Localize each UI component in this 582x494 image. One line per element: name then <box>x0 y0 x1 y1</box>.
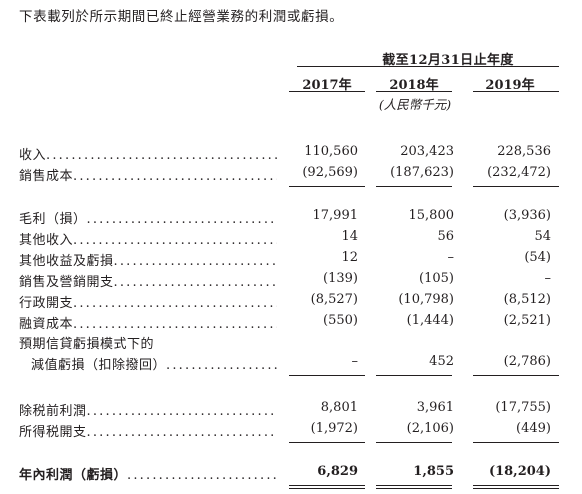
cell-value: 1,855 <box>413 464 454 479</box>
cell-value: (8,527) <box>310 292 358 307</box>
cell-value: (54) <box>524 250 551 265</box>
row-label-other-income: 其他收入....................................… <box>19 233 277 248</box>
unit-label: (人民幣千元) <box>378 97 452 112</box>
cell-value: (550) <box>323 313 358 328</box>
total-double-rule-2019 <box>473 488 559 489</box>
subtotal-rule-2018 <box>376 186 452 187</box>
row-label-ecl-heading: 預期信貸虧損模式下的 <box>19 337 155 352</box>
year-underline-2017 <box>289 91 365 92</box>
cell-value: (18,204) <box>488 464 551 479</box>
row-label-cost-of-sales: 銷售成本....................................… <box>19 169 277 184</box>
cell-value: (1,444) <box>406 313 454 328</box>
row-label-other-gains-losses: 其他收益及虧損.................................… <box>19 254 277 269</box>
period-underline <box>297 66 559 67</box>
row-label-selling-marketing: 銷售及營銷開支.................................… <box>19 275 277 290</box>
cell-value: (449) <box>516 421 551 436</box>
total-double-rule-2017 <box>289 488 365 489</box>
cell-value: 452 <box>429 354 454 369</box>
cell-value: 14 <box>341 229 358 244</box>
year-header-2018: 2018年 <box>389 78 439 93</box>
subtotal-rule-2017 <box>289 442 365 443</box>
cell-value: – <box>544 271 552 286</box>
year-header-2017: 2017年 <box>302 78 352 93</box>
cell-value: (187,623) <box>390 165 454 180</box>
cell-value: 54 <box>534 229 551 244</box>
row-label-admin-expenses: 行政開支....................................… <box>19 296 277 311</box>
subtotal-rule-2017 <box>289 375 365 376</box>
cell-value: 6,829 <box>317 464 358 479</box>
total-double-rule-2018 <box>376 488 452 489</box>
intro-text: 下表載列於所示期間已終止經營業務的利潤或虧損。 <box>19 9 344 25</box>
row-label-finance-costs: 融資成本....................................… <box>19 317 277 332</box>
subtotal-rule-2019 <box>473 442 559 443</box>
cell-value: 3,961 <box>416 400 454 415</box>
cell-value: 203,423 <box>400 144 454 159</box>
subtotal-rule-2019 <box>473 375 559 376</box>
cell-value: 110,560 <box>304 144 358 159</box>
cell-value: – <box>447 250 455 265</box>
subtotal-rule-2018 <box>376 375 452 376</box>
year-underline-2019 <box>473 91 559 92</box>
cell-value: (17,755) <box>495 400 551 415</box>
cell-value: 15,800 <box>408 208 455 223</box>
row-label-impairment-losses: 減值虧損（扣除撥回）..............................… <box>31 358 277 373</box>
subtotal-rule-2017 <box>289 186 365 187</box>
row-label-gross-profit: 毛利（損）...................................… <box>19 212 277 227</box>
row-label-income-tax: 所得税開支...................................… <box>19 425 277 440</box>
cell-value: 228,536 <box>497 144 551 159</box>
period-header: 截至12月31日止年度 <box>382 53 514 68</box>
row-label-revenue: 收入......................................… <box>19 148 277 163</box>
cell-value: (92,569) <box>302 165 358 180</box>
cell-value: (10,798) <box>398 292 454 307</box>
cell-value: (1,972) <box>310 421 358 436</box>
row-label-profit-before-tax: 除税前利潤...................................… <box>19 404 277 419</box>
cell-value: (2,106) <box>406 421 454 436</box>
year-underline-2018 <box>376 91 452 92</box>
cell-value: 17,991 <box>312 208 359 223</box>
cell-value: – <box>351 354 359 369</box>
year-header-2019: 2019年 <box>485 78 535 93</box>
cell-value: (232,472) <box>487 165 551 180</box>
cell-value: (8,512) <box>503 292 551 307</box>
subtotal-rule-2019 <box>473 186 559 187</box>
cell-value: 12 <box>341 250 358 265</box>
cell-value: 56 <box>437 229 454 244</box>
total-double-rule-2018 <box>376 485 452 486</box>
cell-value: (2,786) <box>503 354 551 369</box>
total-double-rule-2017 <box>289 485 365 486</box>
cell-value: (139) <box>323 271 358 286</box>
cell-value: 8,801 <box>320 400 358 415</box>
cell-value: (105) <box>419 271 454 286</box>
total-double-rule-2019 <box>473 485 559 486</box>
cell-value: (2,521) <box>503 313 551 328</box>
subtotal-rule-2018 <box>376 442 452 443</box>
row-label-profit-for-year: 年內利潤（虧損）................................… <box>19 468 277 483</box>
cell-value: (3,936) <box>503 208 551 223</box>
